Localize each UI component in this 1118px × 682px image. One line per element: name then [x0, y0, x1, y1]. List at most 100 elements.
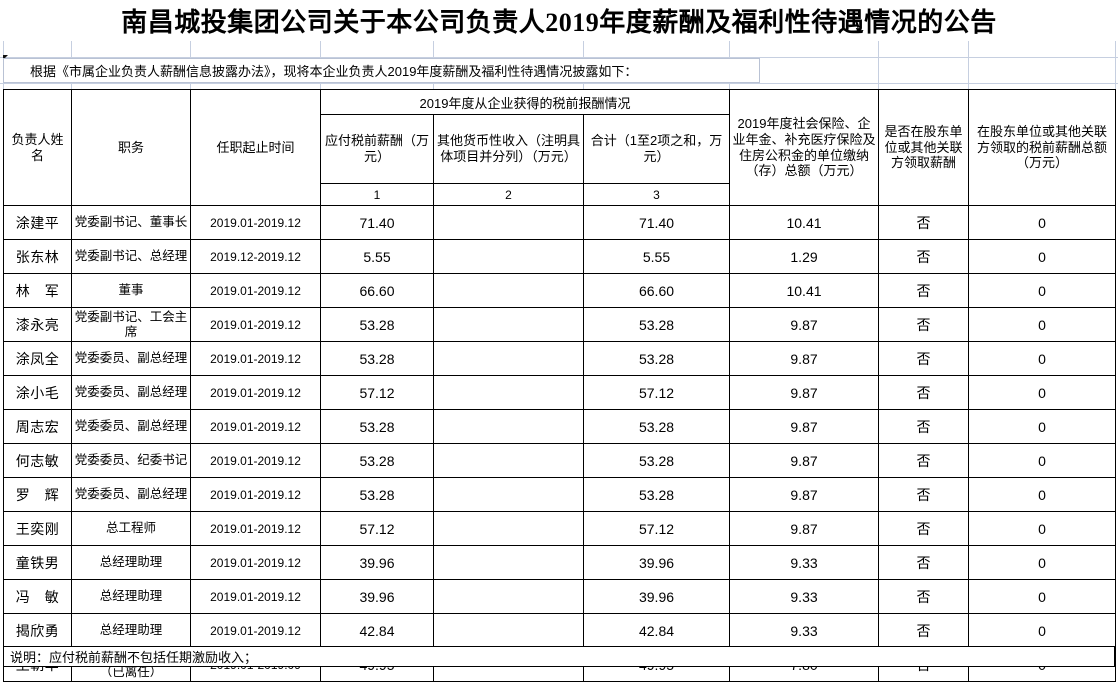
cell-shareholder-total: 0 [968, 613, 1117, 648]
cell-other-income [433, 205, 584, 240]
footer-note: 说明：应付税前薪酬不包括任期激励收入； [10, 650, 258, 665]
cell-term: 2019.01-2019.12 [190, 545, 321, 580]
cell-post: 党委副书记、总经理 [71, 239, 191, 274]
cell-pretax-salary: 53.28 [320, 477, 434, 512]
header-total: 合计（1至2项之和，万元） [582, 114, 731, 184]
cell-pretax-salary: 66.60 [320, 273, 434, 308]
footer-note-row: 说明：应付税前薪酬不包括任期激励收入； [3, 646, 1115, 667]
cell-total: 42.84 [582, 613, 731, 648]
cell-total: 39.96 [582, 545, 731, 580]
cell-name: 何志敏 [3, 443, 72, 478]
table-row: 王奕刚 总工程师 2019.01-2019.12 57.12 57.12 9.8… [3, 511, 1117, 546]
cell-other-income [433, 341, 584, 376]
cell-from-shareholder: 否 [878, 341, 970, 376]
table-row: 童铁男 总经理助理 2019.01-2019.12 39.96 39.96 9.… [3, 545, 1117, 580]
cell-name: 涂小毛 [3, 375, 72, 410]
cell-shareholder-total: 0 [968, 307, 1117, 342]
table-row: 涂小毛 党委委员、副总经理 2019.01-2019.12 57.12 57.1… [3, 375, 1117, 410]
cell-shareholder-total: 0 [968, 205, 1117, 240]
cell-other-income [433, 545, 584, 580]
cell-other-income [433, 273, 584, 308]
header-other-income: 其他货币性收入（注明具体项目并分列）（万元） [433, 114, 584, 184]
cell-pretax-salary: 5.55 [320, 239, 434, 274]
cell-social-insurance: 10.41 [729, 273, 880, 308]
header-post: 职务 [71, 89, 191, 206]
cell-other-income [433, 579, 584, 614]
cell-from-shareholder: 否 [878, 307, 970, 342]
cell-pretax-salary: 53.28 [320, 443, 434, 478]
cell-pretax-salary: 71.40 [320, 205, 434, 240]
cell-pretax-salary: 39.96 [320, 579, 434, 614]
cell-shareholder-total: 0 [968, 239, 1117, 274]
header-shareholder-total: 在股东单位或其他关联方领取的税前薪酬总额（万元） [968, 89, 1117, 206]
table-body: 涂建平 党委副书记、董事长 2019.01-2019.12 71.40 71.4… [3, 205, 1117, 682]
document-title-row: 南昌城投集团公司关于本公司负责人2019年度薪酬及福利性待遇情况的公告 [0, 0, 1118, 41]
cell-term: 2019.01-2019.12 [190, 443, 321, 478]
table-row: 冯 敏 总经理助理 2019.01-2019.12 39.96 39.96 9.… [3, 579, 1117, 614]
cell-post: 总工程师 [71, 511, 191, 546]
cell-name: 王奕刚 [3, 511, 72, 546]
cell-total: 71.40 [582, 205, 731, 240]
cell-other-income [433, 443, 584, 478]
cell-social-insurance: 9.87 [729, 307, 880, 342]
cell-term: 2019.12-2019.12 [190, 239, 321, 274]
cell-term: 2019.01-2019.12 [190, 273, 321, 308]
cell-from-shareholder: 否 [878, 205, 970, 240]
cell-post: 党委委员、纪委书记 [71, 443, 191, 478]
cell-name: 揭欣勇 [3, 613, 72, 648]
cell-post: 董事 [71, 273, 191, 308]
cell-shareholder-total: 0 [968, 579, 1117, 614]
cell-post: 党委委员、副总经理 [71, 341, 191, 376]
cell-other-income [433, 511, 584, 546]
cell-shareholder-total: 0 [968, 375, 1117, 410]
cell-social-insurance: 9.87 [729, 511, 880, 546]
cell-post: 总经理助理 [71, 613, 191, 648]
cell-term: 2019.01-2019.12 [190, 307, 321, 342]
cell-from-shareholder: 否 [878, 239, 970, 274]
cell-social-insurance: 10.41 [729, 205, 880, 240]
cell-other-income [433, 613, 584, 648]
cell-total: 5.55 [582, 239, 731, 274]
table-row: 罗 辉 党委委员、副总经理 2019.01-2019.12 53.28 53.2… [3, 477, 1117, 512]
cell-social-insurance: 9.87 [729, 443, 880, 478]
cell-total: 53.28 [582, 341, 731, 376]
cell-name: 周志宏 [3, 409, 72, 444]
cell-other-income [433, 239, 584, 274]
cell-other-income [433, 375, 584, 410]
cell-social-insurance: 9.33 [729, 545, 880, 580]
cell-from-shareholder: 否 [878, 545, 970, 580]
cell-pretax-salary: 53.28 [320, 409, 434, 444]
cell-term: 2019.01-2019.12 [190, 341, 321, 376]
cell-post: 党委副书记、工会主席 [71, 307, 191, 342]
cell-from-shareholder: 否 [878, 273, 970, 308]
cell-post: 总经理助理 [71, 579, 191, 614]
cell-name: 张东林 [3, 239, 72, 274]
cell-name: 涂凤全 [3, 341, 72, 376]
table-row: 何志敏 党委委员、纪委书记 2019.01-2019.12 53.28 53.2… [3, 443, 1117, 478]
cell-shareholder-total: 0 [968, 409, 1117, 444]
cell-shareholder-total: 0 [968, 273, 1117, 308]
cell-from-shareholder: 否 [878, 477, 970, 512]
intro-sentence: 根据《市属企业负责人薪酬信息披露办法》，现将本企业负责人2019年度薪酬及福利性… [30, 64, 638, 79]
cell-social-insurance: 9.87 [729, 375, 880, 410]
header-from-shareholder: 是否在股东单位或其他关联方领取薪酬 [878, 89, 970, 206]
cell-total: 39.96 [582, 579, 731, 614]
cell-shareholder-total: 0 [968, 545, 1117, 580]
table-header-row-3: 1 2 3 [4, 183, 1116, 206]
cell-shareholder-total: 0 [968, 511, 1117, 546]
cell-post: 总经理助理 [71, 545, 191, 580]
cell-term: 2019.01-2019.12 [190, 477, 321, 512]
header-term: 任职起止时间 [190, 89, 321, 206]
cell-term: 2019.01-2019.12 [190, 409, 321, 444]
intro-sentence-row: 根据《市属企业负责人薪酬信息披露办法》，现将本企业负责人2019年度薪酬及福利性… [3, 58, 760, 83]
cell-from-shareholder: 否 [878, 375, 970, 410]
cell-name: 林 军 [3, 273, 72, 308]
cell-shareholder-total: 0 [968, 443, 1117, 478]
cell-pretax-salary: 57.12 [320, 511, 434, 546]
table-row: 张东林 党委副书记、总经理 2019.12-2019.12 5.55 5.55 … [3, 239, 1117, 274]
cell-from-shareholder: 否 [878, 579, 970, 614]
cell-total: 53.28 [582, 443, 731, 478]
cell-social-insurance: 9.33 [729, 579, 880, 614]
cell-shareholder-total: 0 [968, 341, 1117, 376]
cell-term: 2019.01-2019.12 [190, 205, 321, 240]
